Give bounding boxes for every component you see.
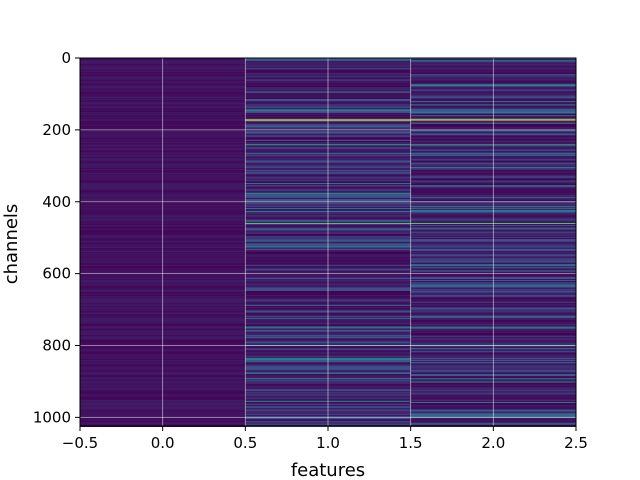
y-axis-ticks: 0 200 400 600 800 1000 <box>33 49 80 426</box>
y-tick-label: 1000 <box>33 408 71 426</box>
x-tick-label: 0.5 <box>233 434 257 452</box>
x-axis-ticks: −0.5 0.0 0.5 1.0 1.5 2.0 2.5 <box>62 426 588 452</box>
y-tick-label: 200 <box>42 121 71 139</box>
y-tick-label: 600 <box>42 265 71 283</box>
x-tick-label: 1.0 <box>316 434 340 452</box>
y-tick-label: 800 <box>42 337 71 355</box>
x-axis-label: features <box>291 460 365 480</box>
x-tick-label: 2.5 <box>564 434 588 452</box>
x-tick-label: 0.0 <box>151 434 175 452</box>
y-axis-label: channels <box>1 204 22 285</box>
x-tick-label: −0.5 <box>62 434 98 452</box>
y-tick-label: 0 <box>61 49 71 67</box>
x-tick-label: 1.5 <box>399 434 423 452</box>
y-tick-label: 400 <box>42 193 71 211</box>
x-tick-label: 2.0 <box>481 434 505 452</box>
